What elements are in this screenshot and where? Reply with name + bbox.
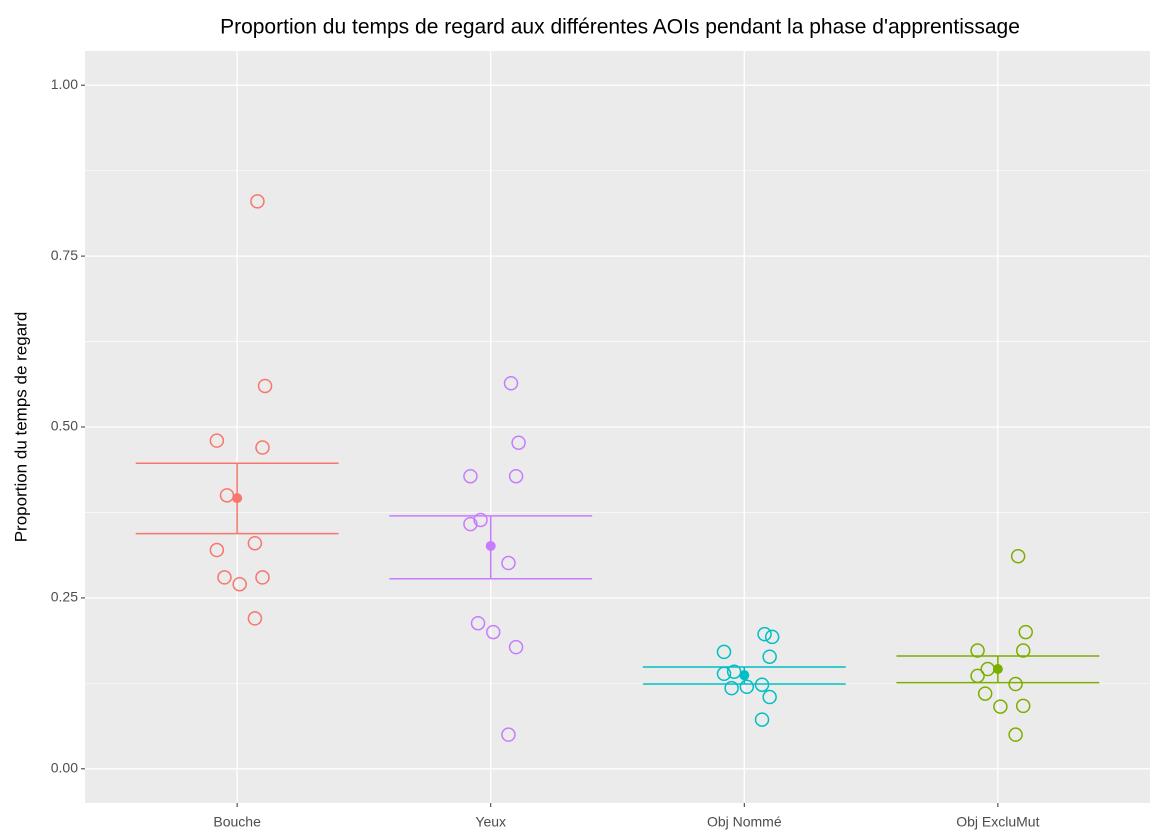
point xyxy=(1008,676,1023,692)
point xyxy=(1008,727,1023,742)
point xyxy=(255,440,270,455)
point xyxy=(501,727,516,742)
y-axis-label: Proportion du temps de regard xyxy=(11,312,30,543)
point xyxy=(463,468,478,484)
point xyxy=(217,570,232,585)
point xyxy=(1010,548,1026,564)
point xyxy=(511,435,526,450)
point xyxy=(739,679,755,695)
point xyxy=(470,615,486,631)
point xyxy=(232,576,247,592)
y-tick-label: 0.50 xyxy=(51,418,78,434)
point xyxy=(486,624,501,640)
point xyxy=(754,712,770,727)
mean-point xyxy=(232,493,243,504)
point xyxy=(757,626,772,642)
mean-point xyxy=(992,664,1003,675)
point xyxy=(255,570,270,585)
point xyxy=(247,535,263,551)
point xyxy=(1018,624,1033,640)
point xyxy=(977,686,993,701)
point xyxy=(508,639,524,655)
point xyxy=(473,512,488,528)
x-tick-label: Yeux xyxy=(475,814,506,830)
point xyxy=(764,629,780,645)
mean-point xyxy=(485,540,496,551)
point xyxy=(209,542,225,558)
point xyxy=(250,194,265,209)
point xyxy=(716,644,732,660)
mean-point xyxy=(739,670,750,681)
y-tick-label: 0.00 xyxy=(51,760,78,776)
y-tick-label: 1.00 xyxy=(51,76,78,92)
point xyxy=(463,516,478,532)
chart-title: Proportion du temps de regard aux différ… xyxy=(220,16,1020,39)
point xyxy=(209,433,225,448)
point xyxy=(762,649,777,664)
point xyxy=(970,643,985,658)
point xyxy=(1015,698,1031,714)
point xyxy=(257,378,273,394)
point xyxy=(993,699,1008,714)
point xyxy=(762,689,777,705)
point xyxy=(508,468,524,484)
point xyxy=(247,611,263,626)
x-tick-label: Obj ExcluMut xyxy=(956,814,1039,830)
point xyxy=(503,375,519,391)
point xyxy=(1015,643,1031,658)
y-tick-label: 0.25 xyxy=(51,589,78,605)
point xyxy=(501,555,516,571)
x-tick-label: Bouche xyxy=(213,814,261,830)
x-tick-label: Obj Nommé xyxy=(707,814,782,830)
y-tick-label: 0.75 xyxy=(51,247,78,263)
point xyxy=(724,680,739,696)
